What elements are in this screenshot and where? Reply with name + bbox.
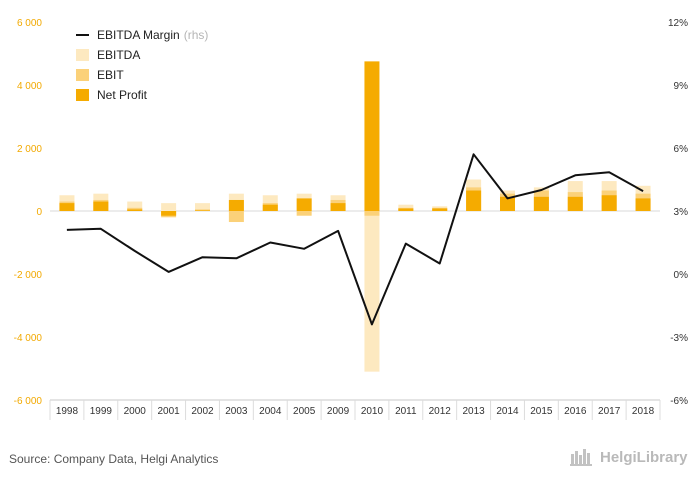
bar-ebitda-2002 xyxy=(195,203,210,211)
bar-ebit-2003 xyxy=(228,211,244,223)
x-tick-label: 2014 xyxy=(496,406,519,417)
x-tick-label: 2015 xyxy=(530,406,553,417)
bar-net-profit-2015 xyxy=(533,196,549,211)
legend-label-ebitda-margin: EBITDA Margin (rhs) xyxy=(97,28,208,42)
y-left-tick-label: -2 000 xyxy=(14,270,43,281)
legend: EBITDA Margin (rhs) EBITDA EBIT Net Profit xyxy=(76,28,208,102)
y-left-tick-label: 4 000 xyxy=(17,81,42,92)
bar-net-profit-2013 xyxy=(466,190,482,211)
legend-swatch-net-profit xyxy=(76,89,89,101)
legend-label-ebitda: EBITDA xyxy=(97,48,140,62)
bar-net-profit-2012 xyxy=(432,208,448,211)
y-right-tick-label: 0% xyxy=(674,270,689,281)
x-tick-label: 2011 xyxy=(395,406,417,417)
x-tick-label: 2010 xyxy=(361,406,384,417)
bar-ebit-2010 xyxy=(364,211,380,216)
x-tick-label: 1998 xyxy=(56,406,79,417)
bar-ebitda-2010 xyxy=(364,211,380,372)
bar-net-profit-2003 xyxy=(228,199,244,211)
bar-ebitda-2000 xyxy=(127,201,143,211)
bar-net-profit-2009 xyxy=(330,203,346,211)
bar-net-profit-1998 xyxy=(59,203,75,211)
x-tick-label: 2004 xyxy=(259,406,282,417)
y-left-tick-label: -4 000 xyxy=(14,333,43,344)
bar-net-profit-2016 xyxy=(567,196,583,211)
bar-ebit-2005 xyxy=(296,211,312,216)
y-left-tick-label: 6 000 xyxy=(17,18,42,29)
y-left-tick-label: -6 000 xyxy=(14,396,43,407)
line-ebitda-margin xyxy=(66,153,644,326)
x-tick-label: 2016 xyxy=(564,406,587,417)
x-tick-label: 2009 xyxy=(327,406,350,417)
bar-net-profit-2014 xyxy=(500,196,515,211)
legend-swatch-ebit xyxy=(76,69,89,81)
bar-net-profit-2004 xyxy=(262,204,278,211)
brand-logo: HelgiLibrary xyxy=(570,448,688,466)
bar-net-profit-2017 xyxy=(601,195,617,211)
bar-ebitda-2001 xyxy=(161,203,177,211)
x-tick-label: 2005 xyxy=(293,406,316,417)
y-left-tick-label: 0 xyxy=(36,207,42,218)
x-tick-label: 2002 xyxy=(191,406,214,417)
bars-layer xyxy=(59,61,651,372)
bar-net-profit-2011 xyxy=(398,208,414,211)
y-right-tick-label: 6% xyxy=(674,144,689,155)
bar-net-profit-2018 xyxy=(635,198,651,211)
library-icon xyxy=(570,449,592,466)
legend-swatch-ebitda xyxy=(76,49,89,61)
chart: 1998 1999 2000 2001 2002 2003 2004 2005 2009 2010… xyxy=(14,18,688,420)
legend-label-net-profit: Net Profit xyxy=(97,88,148,102)
x-tick-label: 1999 xyxy=(90,406,113,417)
bar-net-profit-2002 xyxy=(195,210,210,211)
source-note: Source: Company Data, Helgi Analytics xyxy=(9,452,219,466)
x-tick-label: 2018 xyxy=(632,406,655,417)
bar-net-profit-2001 xyxy=(161,211,177,216)
x-tick-label: 2012 xyxy=(429,406,452,417)
axes-layer: 1998 1999 2000 2001 2002 2003 2004 2005 2009 2010… xyxy=(14,18,688,420)
x-tick-label: 2017 xyxy=(598,406,621,417)
bar-net-profit-2005 xyxy=(296,198,312,211)
x-tick-label: 2013 xyxy=(462,406,485,417)
y-right-tick-label: -6% xyxy=(670,396,688,407)
x-tick-label: 2000 xyxy=(124,406,147,417)
y-right-tick-label: -3% xyxy=(670,333,688,344)
x-tick-label: 2001 xyxy=(157,406,180,417)
y-right-tick-label: 9% xyxy=(674,81,689,92)
line-layer xyxy=(66,153,644,326)
legend-suffix: (rhs) xyxy=(184,28,209,42)
y-left-tick-label: 2 000 xyxy=(17,144,42,155)
bar-net-profit-2010 xyxy=(364,61,380,211)
legend-label-ebit: EBIT xyxy=(97,68,124,82)
bar-net-profit-1999 xyxy=(93,201,109,211)
bar-net-profit-2000 xyxy=(127,209,143,211)
y-right-tick-label: 3% xyxy=(674,207,689,218)
y-right-tick-label: 12% xyxy=(668,18,688,29)
brand-text: HelgiLibrary xyxy=(600,448,688,466)
x-tick-label: 2003 xyxy=(225,406,248,417)
bar-ebit-2002 xyxy=(195,209,210,211)
